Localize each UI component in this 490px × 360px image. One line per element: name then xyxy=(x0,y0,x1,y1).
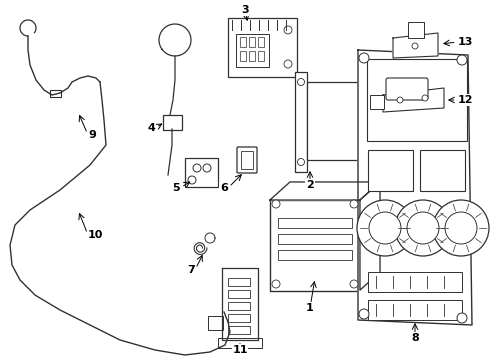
Bar xyxy=(240,51,246,61)
Text: 2: 2 xyxy=(306,180,314,190)
Text: 4: 4 xyxy=(147,123,155,133)
Text: 7: 7 xyxy=(187,265,195,275)
Circle shape xyxy=(359,53,369,63)
Text: 3: 3 xyxy=(241,5,249,15)
Text: 13: 13 xyxy=(458,37,473,47)
Bar xyxy=(278,218,352,228)
Bar xyxy=(218,338,262,348)
Circle shape xyxy=(284,26,292,34)
Circle shape xyxy=(397,97,403,103)
Text: 5: 5 xyxy=(172,183,180,193)
Circle shape xyxy=(284,60,292,68)
Circle shape xyxy=(297,78,304,86)
Bar xyxy=(228,302,250,310)
Polygon shape xyxy=(383,88,444,112)
Circle shape xyxy=(193,164,201,172)
Bar xyxy=(208,316,223,330)
Bar xyxy=(258,37,264,47)
Text: 9: 9 xyxy=(88,130,96,140)
Circle shape xyxy=(407,212,439,244)
Polygon shape xyxy=(393,33,438,58)
Circle shape xyxy=(350,200,358,208)
Text: 1: 1 xyxy=(306,303,314,313)
Bar xyxy=(295,72,307,172)
FancyBboxPatch shape xyxy=(237,147,257,173)
Bar xyxy=(228,314,250,322)
Bar xyxy=(228,290,250,298)
Bar xyxy=(278,250,352,260)
Circle shape xyxy=(457,55,467,65)
Circle shape xyxy=(203,164,211,172)
Circle shape xyxy=(369,212,401,244)
Bar xyxy=(228,326,250,334)
Bar xyxy=(241,151,253,169)
Bar xyxy=(370,95,384,109)
Circle shape xyxy=(188,176,196,184)
Bar xyxy=(307,82,359,160)
Bar xyxy=(408,22,424,38)
Bar xyxy=(258,51,264,61)
Text: 12: 12 xyxy=(458,95,473,105)
Polygon shape xyxy=(358,50,472,325)
FancyBboxPatch shape xyxy=(227,18,296,77)
Circle shape xyxy=(357,200,413,256)
FancyBboxPatch shape xyxy=(419,149,465,190)
Circle shape xyxy=(297,158,304,166)
Bar xyxy=(249,37,255,47)
Circle shape xyxy=(359,309,369,319)
Circle shape xyxy=(412,43,418,49)
Polygon shape xyxy=(360,182,380,290)
Circle shape xyxy=(445,212,477,244)
FancyBboxPatch shape xyxy=(367,59,467,141)
Circle shape xyxy=(433,200,489,256)
FancyBboxPatch shape xyxy=(368,149,413,190)
FancyBboxPatch shape xyxy=(163,114,181,130)
FancyBboxPatch shape xyxy=(185,158,218,186)
Circle shape xyxy=(395,200,451,256)
Bar xyxy=(278,234,352,244)
FancyBboxPatch shape xyxy=(270,199,361,291)
Bar xyxy=(368,272,462,292)
FancyBboxPatch shape xyxy=(49,90,60,96)
Circle shape xyxy=(350,280,358,288)
Circle shape xyxy=(272,280,280,288)
Circle shape xyxy=(422,95,428,101)
FancyBboxPatch shape xyxy=(386,78,428,100)
Bar xyxy=(228,278,250,286)
Polygon shape xyxy=(270,182,380,200)
Circle shape xyxy=(272,200,280,208)
Text: 6: 6 xyxy=(220,183,228,193)
Bar xyxy=(368,300,462,320)
Bar xyxy=(240,37,246,47)
Circle shape xyxy=(457,313,467,323)
FancyBboxPatch shape xyxy=(236,33,269,67)
Text: 10: 10 xyxy=(88,230,103,240)
Text: 8: 8 xyxy=(411,333,419,343)
Bar xyxy=(249,51,255,61)
Text: 11: 11 xyxy=(232,345,248,355)
